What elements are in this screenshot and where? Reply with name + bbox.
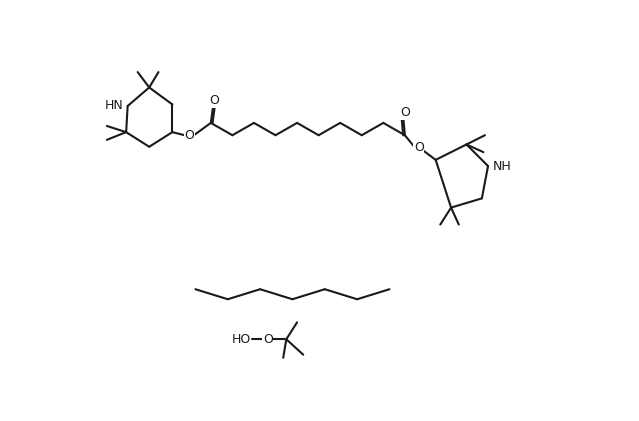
Text: NH: NH (493, 160, 511, 173)
Text: O: O (400, 107, 410, 120)
Text: O: O (414, 141, 424, 154)
Text: O: O (184, 129, 194, 142)
Text: O: O (263, 333, 273, 346)
Text: HN: HN (105, 99, 124, 112)
Text: O: O (210, 94, 220, 107)
Text: HO: HO (231, 333, 251, 346)
